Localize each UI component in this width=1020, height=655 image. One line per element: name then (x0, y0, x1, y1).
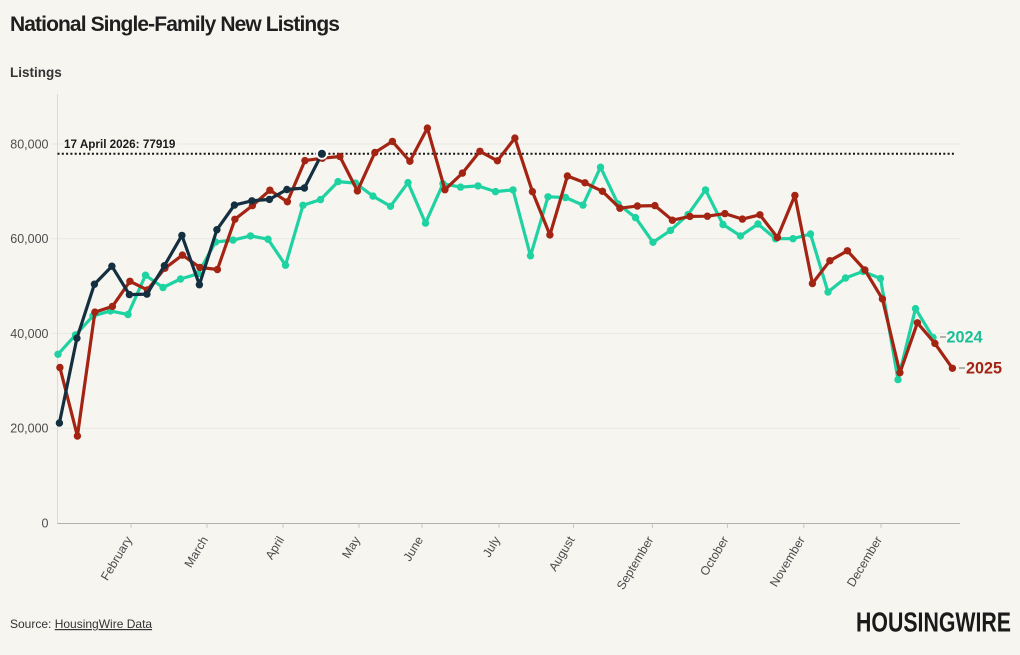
svg-text:2024: 2024 (947, 329, 983, 347)
svg-text:60,000: 60,000 (10, 232, 48, 246)
svg-text:40,000: 40,000 (10, 327, 48, 341)
svg-text:2025: 2025 (966, 359, 1002, 377)
svg-text:Listings: Listings (10, 65, 62, 80)
svg-text:0: 0 (42, 516, 49, 530)
svg-text:17 April 2026: 77919: 17 April 2026: 77919 (64, 138, 176, 151)
svg-text:HOUSINGWIRE: HOUSINGWIRE (856, 607, 1011, 638)
svg-text:National Single-Family New Lis: National Single-Family New Listings (10, 13, 339, 36)
svg-text:Source: HousingWire Data: Source: HousingWire Data (10, 617, 152, 631)
svg-text:80,000: 80,000 (10, 138, 48, 152)
svg-text:20,000: 20,000 (10, 422, 48, 436)
